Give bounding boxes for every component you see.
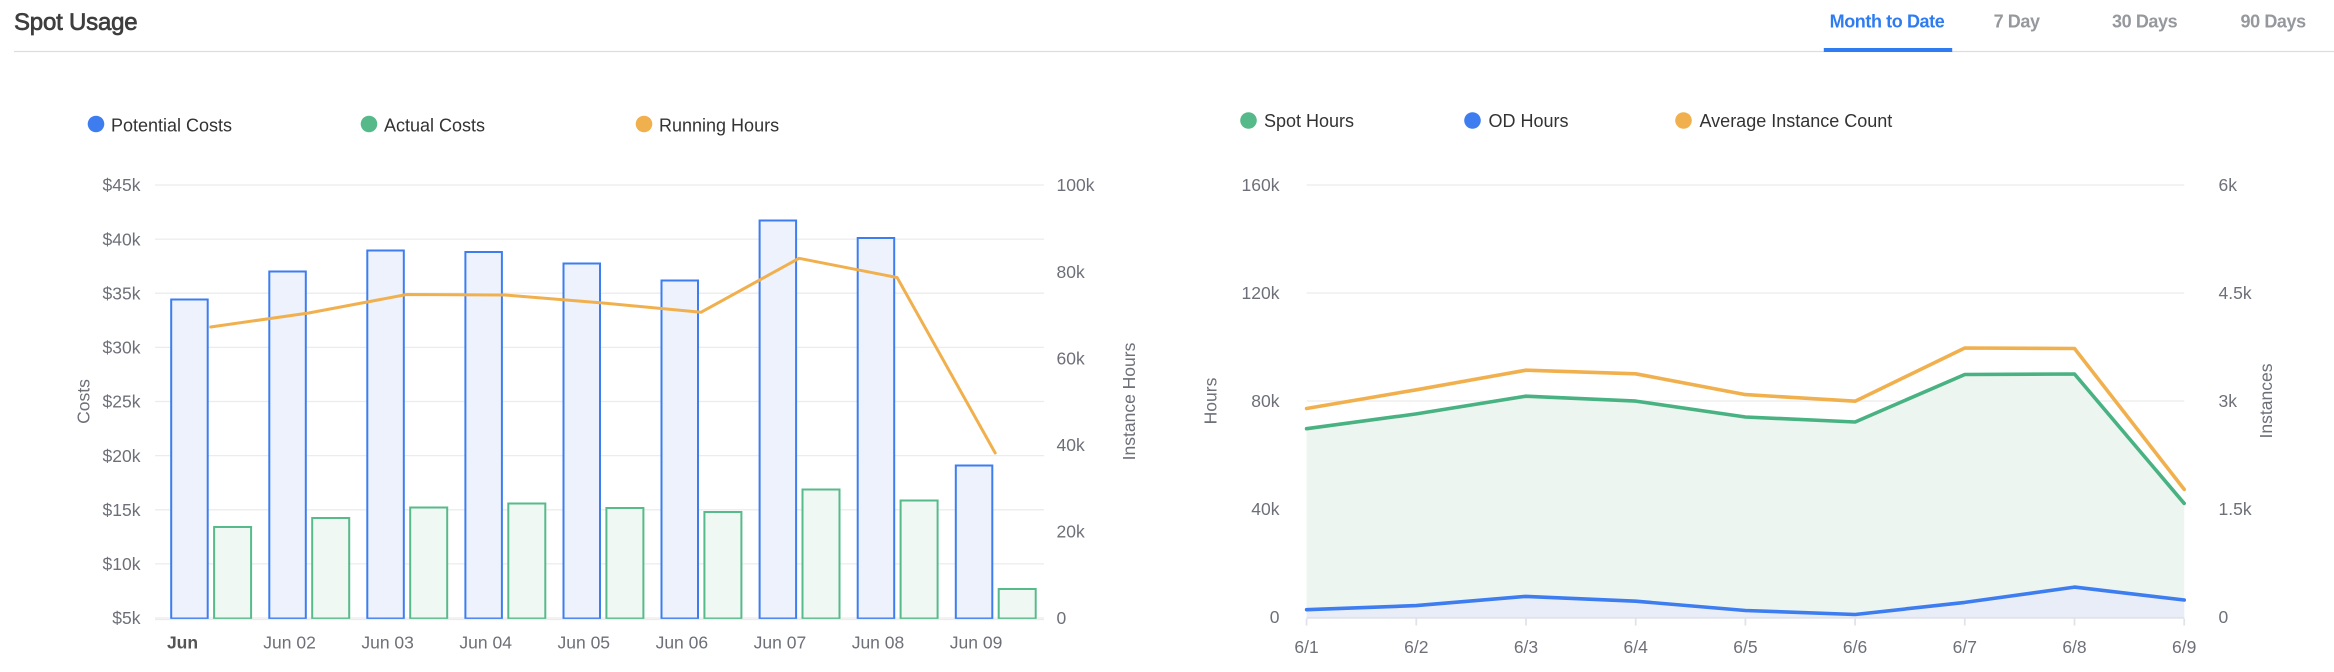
- svg-text:0: 0: [2219, 607, 2229, 627]
- svg-text:20k: 20k: [1057, 522, 1085, 542]
- svg-text:Instance Hours: Instance Hours: [1119, 342, 1139, 460]
- svg-text:80k: 80k: [1057, 262, 1085, 282]
- svg-text:3k: 3k: [2219, 391, 2238, 411]
- svg-text:100k: 100k: [1057, 175, 1095, 195]
- svg-text:Jun 04: Jun 04: [459, 632, 512, 652]
- svg-text:$40k: $40k: [103, 229, 141, 249]
- svg-text:Instances: Instances: [2256, 363, 2276, 438]
- svg-text:$45k: $45k: [103, 175, 141, 195]
- svg-text:$35k: $35k: [103, 283, 141, 303]
- svg-text:4.5k: 4.5k: [2219, 283, 2252, 303]
- svg-text:Jun 08: Jun 08: [852, 632, 905, 652]
- svg-text:Jun: Jun: [167, 632, 198, 652]
- svg-text:Jun 02: Jun 02: [263, 632, 316, 652]
- svg-text:90 Days: 90 Days: [2241, 12, 2307, 32]
- svg-text:160k: 160k: [1242, 175, 1280, 195]
- svg-text:$20k: $20k: [103, 446, 141, 466]
- svg-text:Costs: Costs: [74, 379, 94, 424]
- svg-text:6/6: 6/6: [1843, 637, 1867, 657]
- svg-text:0: 0: [1270, 607, 1280, 627]
- svg-text:$5k: $5k: [112, 608, 140, 628]
- svg-text:$15k: $15k: [103, 500, 141, 520]
- svg-text:Jun 09: Jun 09: [950, 632, 1003, 652]
- svg-text:6/7: 6/7: [1953, 637, 1977, 657]
- svg-text:6/5: 6/5: [1733, 637, 1757, 657]
- svg-text:6/2: 6/2: [1404, 637, 1428, 657]
- svg-text:Running Hours: Running Hours: [659, 115, 779, 135]
- svg-text:40k: 40k: [1251, 499, 1279, 519]
- svg-text:Jun 07: Jun 07: [754, 632, 807, 652]
- svg-text:6/4: 6/4: [1624, 637, 1649, 657]
- svg-text:40k: 40k: [1057, 435, 1085, 455]
- svg-text:$30k: $30k: [103, 338, 141, 358]
- svg-text:Jun 05: Jun 05: [558, 632, 611, 652]
- svg-text:7 Day: 7 Day: [1994, 12, 2040, 32]
- svg-text:60k: 60k: [1057, 348, 1085, 368]
- svg-text:80k: 80k: [1251, 391, 1279, 411]
- svg-text:Average Instance Count: Average Instance Count: [1700, 111, 1893, 131]
- svg-text:1.5k: 1.5k: [2219, 499, 2252, 519]
- svg-text:Spot Hours: Spot Hours: [1264, 111, 1354, 131]
- svg-text:6/9: 6/9: [2172, 637, 2196, 657]
- svg-text:Jun 06: Jun 06: [656, 632, 709, 652]
- svg-text:Actual Costs: Actual Costs: [384, 115, 485, 135]
- svg-text:$25k: $25k: [103, 392, 141, 412]
- svg-text:6/8: 6/8: [2062, 637, 2086, 657]
- svg-text:6k: 6k: [2219, 175, 2238, 195]
- svg-text:OD Hours: OD Hours: [1489, 111, 1569, 131]
- svg-text:6/1: 6/1: [1294, 637, 1318, 657]
- svg-text:Hours: Hours: [1201, 377, 1221, 424]
- svg-text:Jun 03: Jun 03: [361, 632, 414, 652]
- svg-text:Potential Costs: Potential Costs: [111, 115, 232, 135]
- svg-text:Month to Date: Month to Date: [1830, 12, 1945, 32]
- svg-text:$10k: $10k: [103, 554, 141, 574]
- svg-text:120k: 120k: [1242, 283, 1280, 303]
- svg-text:6/3: 6/3: [1514, 637, 1538, 657]
- svg-text:0: 0: [1057, 608, 1067, 628]
- svg-text:Spot Usage: Spot Usage: [14, 9, 137, 36]
- svg-text:30 Days: 30 Days: [2112, 12, 2178, 32]
